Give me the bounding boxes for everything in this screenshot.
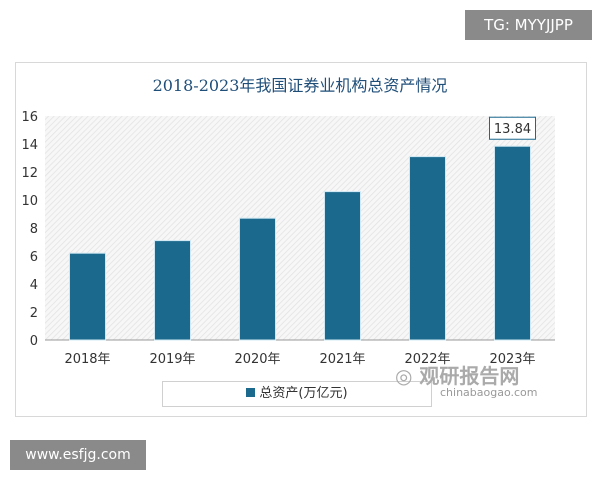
plot-area — [45, 116, 555, 340]
bar-2019年 — [154, 240, 191, 341]
y-tick-label: 4 — [30, 278, 38, 293]
x-tick-label: 2020年 — [234, 352, 280, 367]
legend-swatch — [246, 388, 256, 397]
y-tick-label: 16 — [21, 110, 38, 125]
data-label: 13.84 — [494, 122, 531, 137]
y-tick-label: 6 — [30, 250, 38, 265]
legend: 总资产(万亿元) — [162, 381, 432, 407]
y-tick-label: 14 — [21, 138, 38, 153]
bar-2021年 — [324, 191, 361, 341]
chinabaogao-url: chinabaogao.com — [440, 386, 538, 399]
y-tick-label: 0 — [30, 334, 38, 349]
bar-2023年 — [494, 145, 531, 341]
x-tick-label: 2022年 — [404, 352, 450, 367]
y-tick-label: 12 — [21, 166, 38, 181]
bar-2022年 — [409, 156, 446, 341]
y-tick-label: 10 — [21, 194, 38, 209]
x-tick-label: 2018年 — [64, 352, 110, 367]
x-tick-label: 2021年 — [319, 352, 365, 367]
tg-watermark: TG: MYYJJPP — [465, 10, 592, 40]
data-label-box — [489, 116, 536, 140]
x-tick-label: 2019年 — [149, 352, 195, 367]
legend-label: 总资产(万亿元) — [259, 386, 348, 401]
y-tick-label: 2 — [30, 306, 38, 321]
y-tick-label: 8 — [30, 222, 38, 237]
bar-2018年 — [69, 252, 106, 341]
chinabaogao-logo: ◎ 观研报告网 — [395, 364, 520, 388]
site-watermark: www.esfjg.com — [10, 440, 146, 470]
bar-2020年 — [239, 217, 276, 341]
x-tick-label: 2023年 — [489, 352, 535, 367]
chart-title: 2018-2023年我国证券业机构总资产情况 — [152, 76, 448, 95]
